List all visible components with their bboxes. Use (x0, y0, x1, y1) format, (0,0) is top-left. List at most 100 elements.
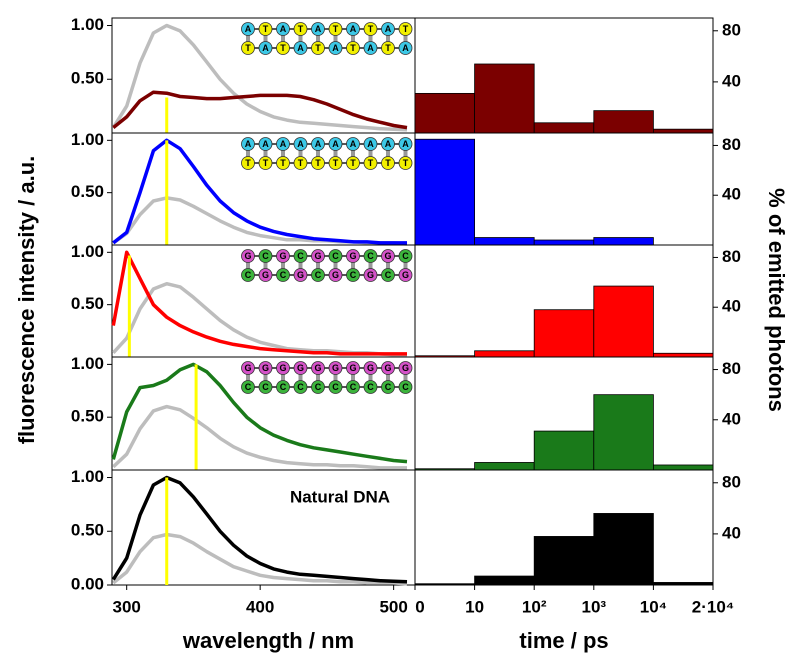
base-pair-link (263, 256, 268, 275)
base (328, 380, 343, 394)
base (381, 268, 395, 282)
base-letter: C (297, 382, 304, 392)
base-pair-link (246, 29, 250, 48)
base (258, 137, 273, 151)
base-letter: A (297, 139, 304, 149)
base (258, 361, 273, 375)
base-letter: C (402, 251, 409, 261)
base-pair-link (263, 29, 268, 48)
base (398, 137, 413, 151)
base-letter: G (297, 270, 304, 280)
base-pair-link (368, 368, 373, 387)
base-pair-link (298, 368, 303, 387)
base (398, 41, 413, 55)
base (293, 268, 308, 282)
base-letter: T (385, 158, 391, 168)
base (328, 137, 343, 151)
histogram-bar (593, 110, 654, 134)
base (258, 156, 273, 170)
y-tick-label: 80 (722, 472, 741, 491)
x-tick-label: 2·10⁴ (692, 597, 734, 616)
base-letter: T (368, 24, 374, 34)
y-tick-label: 1.00 (71, 130, 104, 149)
base-letter: A (402, 139, 409, 149)
base-pair-link (281, 29, 285, 48)
base (293, 22, 308, 36)
histogram-bar (414, 92, 475, 134)
base-letter: G (367, 270, 374, 280)
base-pair-link (298, 29, 303, 48)
base (241, 22, 255, 36)
base (381, 22, 395, 36)
base-letter: G (279, 363, 286, 373)
base-pair-link (351, 144, 355, 163)
x-tick-label: 10 (465, 597, 484, 616)
x-tick-label: 300 (112, 597, 140, 616)
base (328, 249, 343, 263)
base-letter: G (332, 270, 339, 280)
base (241, 41, 255, 55)
histogram-bar (653, 128, 714, 134)
base-pair-link (246, 256, 250, 275)
base-letter: C (262, 251, 269, 261)
base-letter: A (385, 24, 392, 34)
base (328, 361, 343, 375)
base (346, 268, 360, 282)
base-letter: A (280, 24, 287, 34)
base (346, 41, 360, 55)
base-letter: C (385, 270, 392, 280)
base (293, 249, 308, 263)
base-letter: G (384, 251, 391, 261)
histogram-bar (533, 122, 595, 134)
base (311, 268, 325, 282)
base (381, 137, 395, 151)
x-axis-title: time / ps (519, 628, 608, 653)
base (363, 22, 378, 36)
spectrum-line (111, 23, 408, 132)
base-letter: T (385, 43, 391, 53)
base-letter: A (350, 24, 357, 34)
base (328, 268, 343, 282)
base-pair-link (298, 144, 303, 163)
base-pair-link (351, 368, 355, 387)
spectrum-line (112, 138, 407, 245)
base-letter: G (279, 251, 286, 261)
base-letter: C (315, 382, 322, 392)
base-letter: G (262, 270, 269, 280)
y-tick-label: 1.00 (71, 242, 104, 261)
base (276, 249, 290, 263)
base (328, 41, 343, 55)
base-pair-link (263, 144, 268, 163)
base (381, 380, 395, 394)
base-letter: T (350, 158, 356, 168)
base-letter: A (245, 139, 252, 149)
base-pair-link (386, 144, 390, 163)
base (398, 249, 413, 263)
base-letter: C (367, 251, 374, 261)
base-letter: C (262, 382, 269, 392)
base (241, 137, 255, 151)
base-pair-link (403, 368, 408, 387)
y-tick-label: 40 (722, 409, 741, 428)
y-tick-label: 0.50 (71, 521, 104, 540)
base-pair-link (368, 144, 373, 163)
base-pair-link (386, 368, 390, 387)
base (363, 361, 378, 375)
base-pair-link (316, 368, 320, 387)
y-tick-label: 80 (722, 359, 741, 378)
base-letter: C (332, 382, 339, 392)
base (311, 41, 325, 55)
base (311, 361, 325, 375)
base (346, 156, 360, 170)
base (276, 41, 290, 55)
base-pair-link (403, 256, 408, 275)
base-letter: T (298, 158, 304, 168)
base-letter: G (402, 363, 409, 373)
base-letter: T (403, 24, 409, 34)
base-letter: G (314, 363, 321, 373)
y-tick-label: 80 (722, 135, 741, 154)
base (311, 380, 325, 394)
base-letter: C (350, 382, 357, 392)
base-pair-link (333, 368, 338, 387)
